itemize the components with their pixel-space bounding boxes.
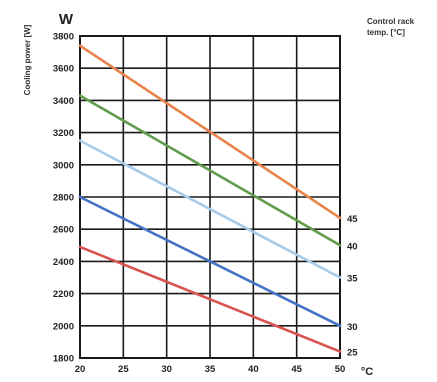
x-axis-unit: °C xyxy=(361,366,373,377)
y-tick-label: 3400 xyxy=(53,96,74,107)
x-tick-label: 35 xyxy=(205,364,216,375)
series-line-40 xyxy=(78,94,342,247)
y-tick-label: 2000 xyxy=(53,321,74,332)
tick-label-layer: 20 25 30 35 40 45 50 1800 2000 2200 2400 2600 2800 30… xyxy=(53,32,345,376)
x-tick-label: 30 xyxy=(161,364,172,375)
y-axis-label: Cooling power [W] xyxy=(23,24,32,95)
y-axis-unit: W xyxy=(59,11,74,28)
x-tick-label: 25 xyxy=(118,364,129,375)
y-tick-label: 2600 xyxy=(53,225,74,236)
series-end-label: 45 xyxy=(347,214,358,225)
series-line-25 xyxy=(78,245,342,353)
series-layer xyxy=(78,44,342,353)
series-end-label: 25 xyxy=(347,348,358,359)
series-line-45 xyxy=(78,44,342,220)
x-tick-label: 45 xyxy=(291,364,302,375)
legend-title-line1: Control rack xyxy=(367,17,415,26)
y-tick-label: 2800 xyxy=(53,193,74,204)
series-line-35 xyxy=(78,139,342,279)
y-tick-label: 3800 xyxy=(53,32,74,43)
series-line-30 xyxy=(78,195,342,328)
x-tick-label: 40 xyxy=(248,364,259,375)
y-tick-label: 3200 xyxy=(53,128,74,139)
series-end-label: 30 xyxy=(347,322,358,333)
x-tick-label: 20 xyxy=(75,364,86,375)
series-end-label-layer: 45 40 35 30 25 xyxy=(347,214,358,359)
y-tick-label: 1800 xyxy=(53,354,74,365)
y-tick-label: 2400 xyxy=(53,257,74,268)
series-end-label: 35 xyxy=(347,274,358,285)
y-tick-label: 3600 xyxy=(53,64,74,75)
series-end-label: 40 xyxy=(347,241,358,252)
legend-title-line2: temp. [°C] xyxy=(367,28,405,37)
y-tick-label: 2200 xyxy=(53,289,74,300)
y-tick-label: 3000 xyxy=(53,160,74,171)
x-tick-label: 50 xyxy=(335,364,346,375)
